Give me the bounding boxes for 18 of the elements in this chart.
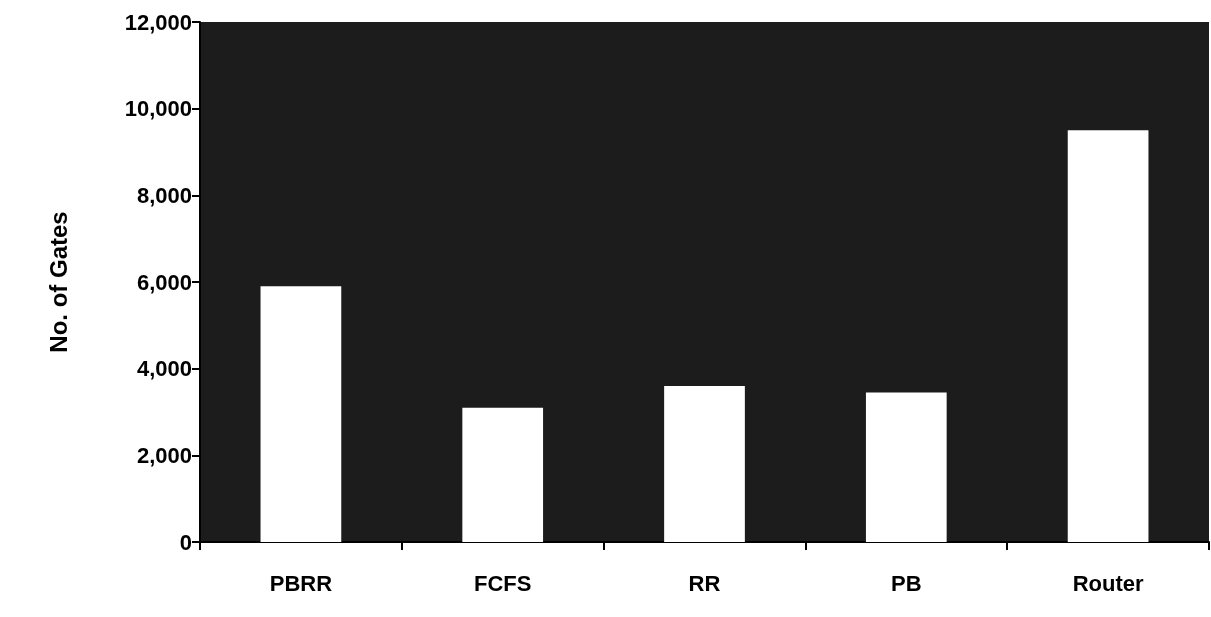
- y-tick-label: 0: [179, 529, 192, 555]
- x-tick-label: PBRR: [269, 570, 333, 596]
- bar: [865, 392, 947, 542]
- bar: [664, 386, 745, 542]
- y-axis-title: No. of Gates: [44, 211, 72, 353]
- x-tick-label: Router: [1072, 570, 1144, 596]
- bar: [462, 407, 544, 542]
- y-tick-label: 12,000: [124, 9, 192, 35]
- y-tick-label: 10,000: [124, 96, 192, 122]
- y-tick-label: 4,000: [136, 356, 192, 382]
- x-tick-label: RR: [688, 570, 721, 596]
- y-tick-label: 8,000: [136, 182, 192, 208]
- bar: [1067, 130, 1149, 542]
- x-tick-label: FCFS: [473, 570, 532, 596]
- bar: [260, 286, 342, 542]
- y-tick-label: 2,000: [136, 442, 192, 468]
- x-tick-label: PB: [891, 570, 922, 596]
- y-tick-label: 6,000: [136, 269, 192, 295]
